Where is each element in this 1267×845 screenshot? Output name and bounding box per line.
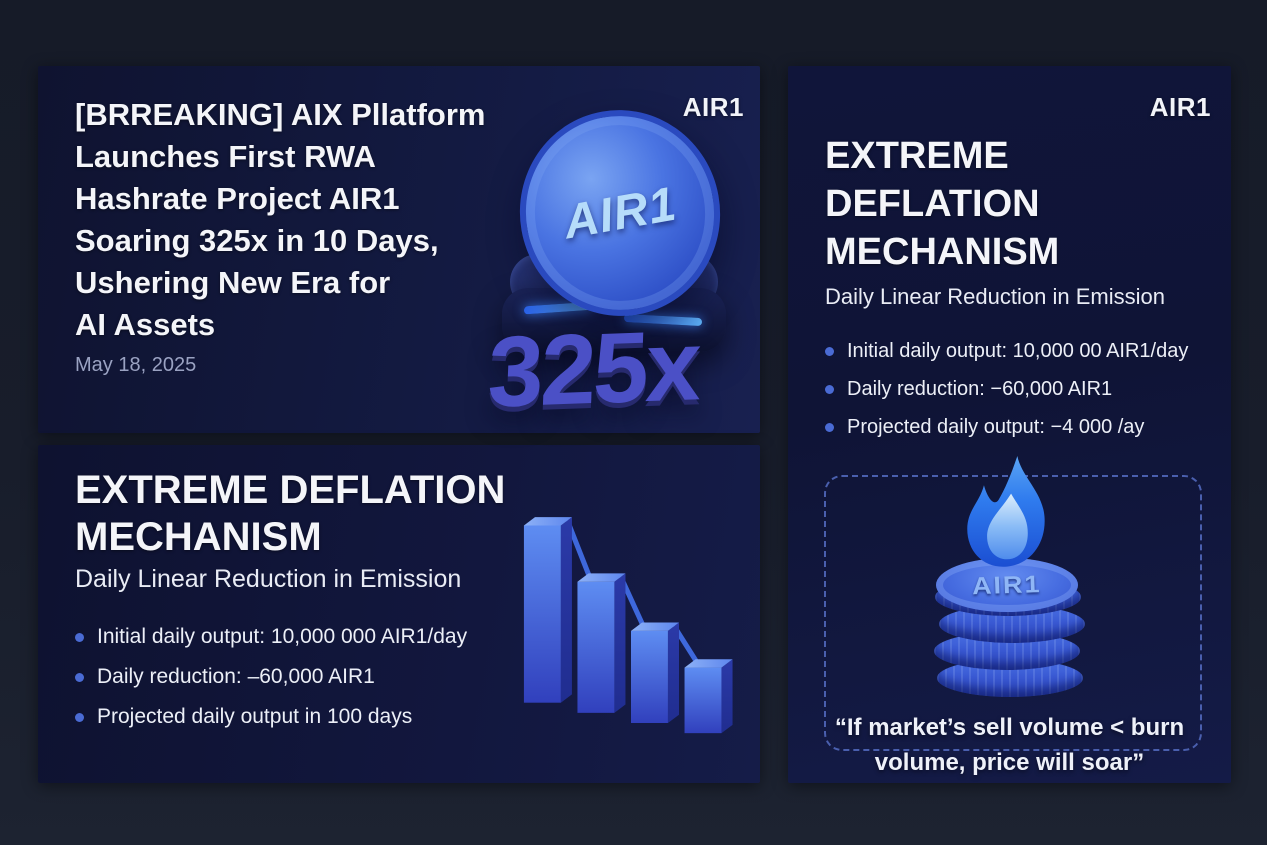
headline-line: Launches First RWA — [75, 139, 376, 174]
top-coin-face: AIR1 — [936, 558, 1078, 612]
title-line: DEFLATION — [825, 183, 1040, 225]
list-item: Projected daily output: −4 000 /ay — [825, 408, 1188, 446]
bullet-dot-icon — [75, 632, 84, 642]
title-line: EXTREME — [825, 135, 1009, 177]
air1-badge: AIR1 — [682, 92, 744, 122]
bullet-dot-icon — [75, 712, 84, 722]
list-item: Daily reduction: –60,000 AIR1 — [75, 657, 467, 697]
card-title: EXTREME DEFLATION MECHANISM — [825, 132, 1059, 276]
headline-line: Ushering New Era for — [75, 265, 391, 300]
list-item: Initial daily output: 10,000 000 AIR1/da… — [75, 617, 467, 657]
title-line: MECHANISM — [75, 515, 322, 559]
burn-quote: “If market’s sell volume < burn volume, … — [788, 710, 1231, 780]
breaking-news-card: AIR1 [BRREAKING] AIX Pllatform Launches … — [38, 66, 760, 433]
headline-line: Hashrate Project AIR1 — [75, 181, 400, 216]
list-item: Initial daily output: 10,000 00 AIR1/day — [825, 332, 1188, 370]
headline-line: Soaring 325x in 10 Days, — [75, 223, 439, 258]
headline-line: AI Assets — [75, 307, 216, 342]
deflation-card-right: AIR1 EXTREME DEFLATION MECHANISM Daily L… — [788, 66, 1231, 783]
deflation-card-left: EXTREME DEFLATION MECHANISM Daily Linear… — [38, 445, 760, 783]
date-label: May 18, 2025 — [75, 354, 197, 376]
coin-face-text: AIR1 — [559, 177, 681, 249]
bullet-text: Initial daily output: 10,000 000 AIR1/da… — [97, 625, 468, 648]
title-line: MECHANISM — [825, 231, 1060, 273]
bullet-dot-icon — [825, 384, 834, 394]
bullet-list: Initial daily output: 10,000 000 AIR1/da… — [75, 617, 467, 737]
bullet-list: Initial daily output: 10,000 00 AIR1/day… — [825, 332, 1188, 446]
card-subtitle: Daily Linear Reduction in Emission — [825, 284, 1165, 309]
card-title: EXTREME DEFLATION MECHANISM — [75, 467, 505, 561]
bullet-dot-icon — [825, 346, 834, 356]
bullet-text: Daily reduction: –60,000 AIR1 — [97, 665, 375, 688]
list-item: Projected daily output in 100 days — [75, 697, 467, 737]
air1-badge: AIR1 — [1149, 92, 1211, 122]
coin-stack-icon: AIR1 — [934, 552, 1085, 706]
headline-line: [BRREAKING] AIX Pllatform — [75, 97, 486, 132]
title-line: EXTREME DEFLATION — [75, 468, 506, 512]
bullet-text: Initial daily output: 10,000 00 AIR1/day — [847, 339, 1189, 362]
quote-line: “If market’s sell volume < burn — [834, 714, 1185, 741]
bullet-text: Projected daily output: −4 000 /ay — [847, 415, 1145, 438]
multiplier-325x: 325x — [486, 309, 701, 429]
bullet-dot-icon — [825, 422, 834, 432]
flame-icon — [967, 456, 1045, 567]
bullet-dot-icon — [75, 672, 84, 682]
card-subtitle: Daily Linear Reduction in Emission — [75, 565, 462, 593]
headline: [BRREAKING] AIX Pllatform Launches First… — [75, 94, 485, 346]
list-item: Daily reduction: −60,000 AIR1 — [825, 370, 1188, 408]
declining-bar-chart-icon — [523, 517, 733, 734]
bullet-text: Projected daily output in 100 days — [97, 705, 413, 728]
quote-line: volume, price will soar” — [874, 749, 1145, 776]
bullet-text: Daily reduction: −60,000 AIR1 — [847, 377, 1113, 400]
